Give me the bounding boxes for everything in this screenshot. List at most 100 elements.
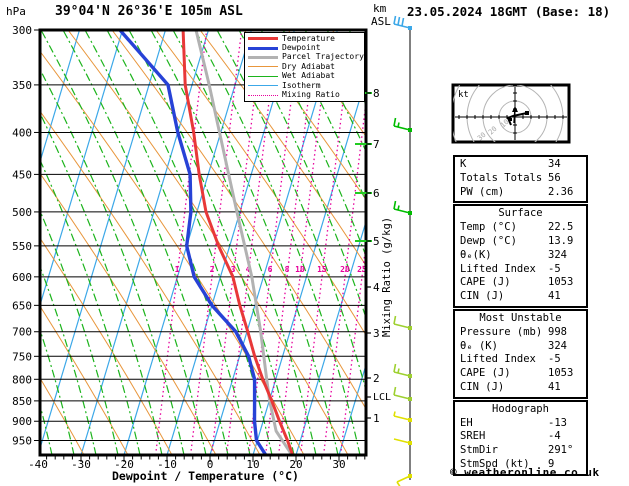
svg-text:650: 650 [12, 299, 32, 312]
wind-barb [393, 315, 412, 330]
svg-text:5: 5 [373, 235, 380, 248]
table-row: Temp (°C) 22.5 [455, 221, 586, 235]
temperature-curve [181, 30, 295, 455]
row-label: Totals Totals [460, 171, 543, 184]
hodograph-table: Hodograph EH -13 SREH -4 StmDir 291° StmSpd (kt… [453, 399, 588, 476]
row-label: θₑ (K) [460, 339, 498, 352]
svg-text:6: 6 [268, 265, 273, 274]
legend-swatch [248, 85, 278, 87]
dry-adiabat-lines [40, 30, 366, 455]
svg-text:8: 8 [285, 265, 290, 274]
row-label: Temp (°C) [460, 221, 517, 234]
row-label: Dewp (°C) [460, 234, 517, 247]
svg-text:25: 25 [357, 265, 367, 274]
wind-barbs [393, 15, 412, 486]
svg-text:4: 4 [246, 265, 251, 274]
row-label: CAPE (J) [460, 367, 511, 380]
svg-text:400: 400 [12, 126, 32, 139]
table-row: Lifted Index -5 [455, 263, 586, 277]
temp-axis: -40 -30 -20 -10 0 10 20 30 [28, 456, 366, 471]
datetime-label: 23.05.2024 18GMT (Base: 18) [407, 4, 611, 19]
mixing-ratio-axis-title: Mixing Ratio (g/kg) [381, 216, 393, 337]
parcel-curve [194, 30, 294, 455]
row-value: 9 [548, 457, 555, 470]
svg-text:600: 600 [12, 271, 32, 284]
row-value: 291° [548, 444, 574, 457]
svg-text:10: 10 [499, 118, 511, 130]
legend-swatch [248, 55, 278, 59]
table-row: CAPE (J) 1053 [455, 367, 586, 381]
svg-text:2: 2 [210, 265, 215, 274]
row-value: 13.9 [548, 234, 574, 247]
svg-text:20: 20 [289, 458, 302, 471]
table-row: Lifted Index -5 [455, 353, 586, 367]
hodograph-trace [506, 106, 529, 126]
legend-label: Wet Adiabat [282, 71, 335, 81]
table-row: Totals Totals 56 [455, 172, 586, 186]
dewpoint-curve [118, 30, 268, 455]
hodograph-unit: kt [458, 90, 469, 100]
svg-text:30: 30 [476, 131, 488, 143]
legend-label: Temperature [282, 33, 335, 43]
table-row: Dewp (°C) 13.9 [455, 235, 586, 249]
svg-text:1: 1 [175, 265, 180, 274]
table-row: CAPE (J) 1053 [455, 276, 586, 290]
svg-text:2: 2 [373, 372, 380, 385]
svg-text:750: 750 [12, 350, 32, 363]
svg-text:-30: -30 [71, 458, 91, 471]
legend-label: Dewpoint [282, 43, 321, 53]
legend-item: Mixing Ratio [248, 90, 364, 99]
legend-swatch [248, 46, 278, 50]
wind-barb [393, 15, 412, 30]
x-axis-title: Dewpoint / Temperature (°C) [112, 469, 299, 483]
svg-text:850: 850 [12, 395, 32, 408]
wind-barb [393, 200, 412, 215]
copyright: © weatheronline.co.uk [450, 466, 600, 479]
legend-item: Isotherm [248, 81, 364, 90]
row-label: CIN (J) [460, 380, 505, 393]
row-label: StmDir [460, 444, 498, 457]
svg-text:0: 0 [207, 458, 214, 471]
row-label: StmSpd (kt) [460, 457, 530, 470]
svg-text:500: 500 [12, 206, 32, 219]
wind-barb [393, 117, 412, 132]
svg-text:1: 1 [373, 412, 380, 425]
row-value: 22.5 [548, 221, 574, 234]
row-value: 41 [548, 380, 561, 393]
row-label: EH [460, 416, 473, 429]
row-value: -13 [548, 416, 567, 429]
table-row: SREH -4 [455, 430, 586, 444]
svg-text:6: 6 [373, 187, 380, 200]
altitude-axis-unit-km: km [373, 2, 387, 15]
svg-text:20: 20 [487, 125, 499, 137]
table-row: EH -13 [455, 417, 586, 431]
svg-text:350: 350 [12, 79, 32, 92]
row-label: K [460, 158, 467, 170]
svg-text:-10: -10 [157, 458, 177, 471]
svg-text:10: 10 [295, 265, 305, 274]
row-value: 998 [548, 325, 567, 338]
table-row: PW (cm) 2.36 [455, 186, 586, 200]
svg-text:30: 30 [332, 458, 345, 471]
svg-text:550: 550 [12, 240, 32, 253]
table-row: θₑ (K) 324 [455, 340, 586, 354]
mixing-ratio-labels: 1 2 3 4 6 8 10 15 20 25 [175, 265, 367, 274]
svg-text:3: 3 [373, 327, 380, 340]
svg-text:20: 20 [340, 265, 350, 274]
wind-barb [396, 474, 412, 486]
wind-barb [393, 363, 412, 378]
table-title: Hodograph [492, 402, 549, 415]
table-row: K 34 [455, 158, 586, 172]
legend-item: Dewpoint [248, 43, 364, 52]
row-value: 56 [548, 171, 561, 184]
table-title: Surface [498, 207, 543, 220]
indices-table: K 34 Totals Totals 56 PW (cm) 2.36 [453, 155, 588, 204]
altitude-axis-unit-asl: ASL [371, 15, 391, 28]
table-row: CIN (J) 41 [455, 290, 586, 304]
legend-item: Temperature [248, 34, 364, 43]
lcl-label: LCL [373, 392, 391, 403]
surface-table: Surface Temp (°C) 22.5 Dewp (°C) 13.9 θₑ(K) 32… [453, 204, 588, 308]
row-label: CAPE (J) [460, 276, 511, 289]
svg-text:900: 900 [12, 415, 32, 428]
